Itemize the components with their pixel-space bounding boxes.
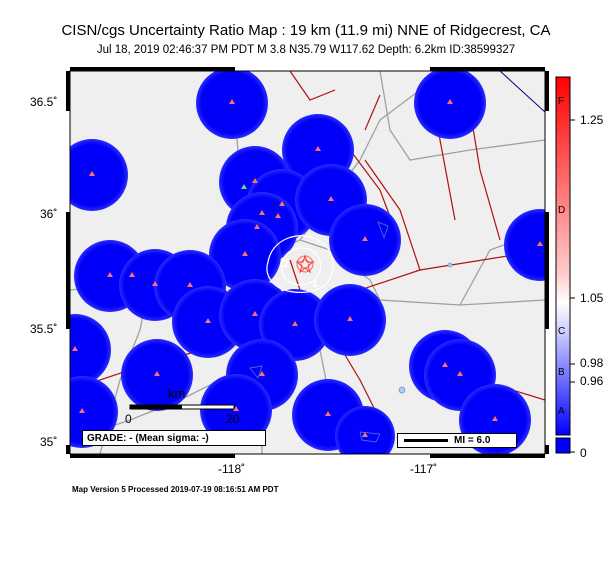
- colorbar-value-0-98: 0.98: [580, 356, 604, 370]
- colorbar-grade-b: B: [558, 367, 565, 378]
- grade-legend: GRADE: - (Mean sigma: -): [82, 430, 266, 446]
- frame-ticks: [66, 67, 549, 458]
- lon-label-118: -118˚: [218, 462, 246, 476]
- station-markers: [72, 99, 543, 437]
- colorbar-value-1-05: 1.05: [580, 291, 604, 305]
- contour-label-2: 2: [283, 258, 289, 270]
- station-uncertainty-halos: [70, 71, 545, 454]
- scale-unit: km: [168, 386, 185, 401]
- colorbar-value-0: 0: [580, 446, 587, 460]
- event-info: Jul 18, 2019 02:46:37 PM PDT M 3.8 N35.7…: [96, 44, 516, 56]
- lat-label-35: 35˚: [40, 435, 58, 449]
- contour-label-1: 1: [312, 278, 318, 290]
- station-marker-green: [241, 184, 247, 189]
- lake-outlines: [249, 221, 389, 443]
- colorbar-grade-d: D: [558, 205, 566, 216]
- colorbar-value-0-96: 0.96: [580, 374, 604, 388]
- map-title: CISN/cgs Uncertainty Ratio Map : 19 km (…: [61, 22, 551, 39]
- lon-label-117: -117˚: [410, 462, 438, 476]
- map-version-footer: Map Version 5 Processed 2019-07-19 08:16…: [72, 485, 279, 494]
- colorbar-value-1-25: 1.25: [580, 113, 604, 127]
- scale-start: 0: [125, 412, 132, 426]
- mi-legend: MI = 6.0: [397, 433, 517, 448]
- mi-bar: [404, 439, 448, 442]
- lat-label-35-5: 35.5˚: [30, 322, 58, 336]
- grade-text: GRADE: - (Mean sigma: -): [87, 433, 209, 444]
- scale-bar: km 0 20: [125, 386, 240, 426]
- colorbar-grade-f: F: [558, 96, 565, 107]
- mi-label: MI = 6.0: [454, 435, 491, 446]
- lat-label-36: 36˚: [40, 207, 58, 221]
- colorbar-grade-c: C: [558, 326, 566, 337]
- lat-label-36-5: 36.5˚: [30, 95, 58, 109]
- scale-end: 20: [226, 412, 240, 426]
- color-scale: [555, 76, 575, 454]
- ratio-contours: [266, 235, 334, 293]
- epicenter-star: [295, 254, 315, 274]
- boundary-line: [499, 71, 545, 113]
- colorbar-grade-a: A: [558, 406, 565, 417]
